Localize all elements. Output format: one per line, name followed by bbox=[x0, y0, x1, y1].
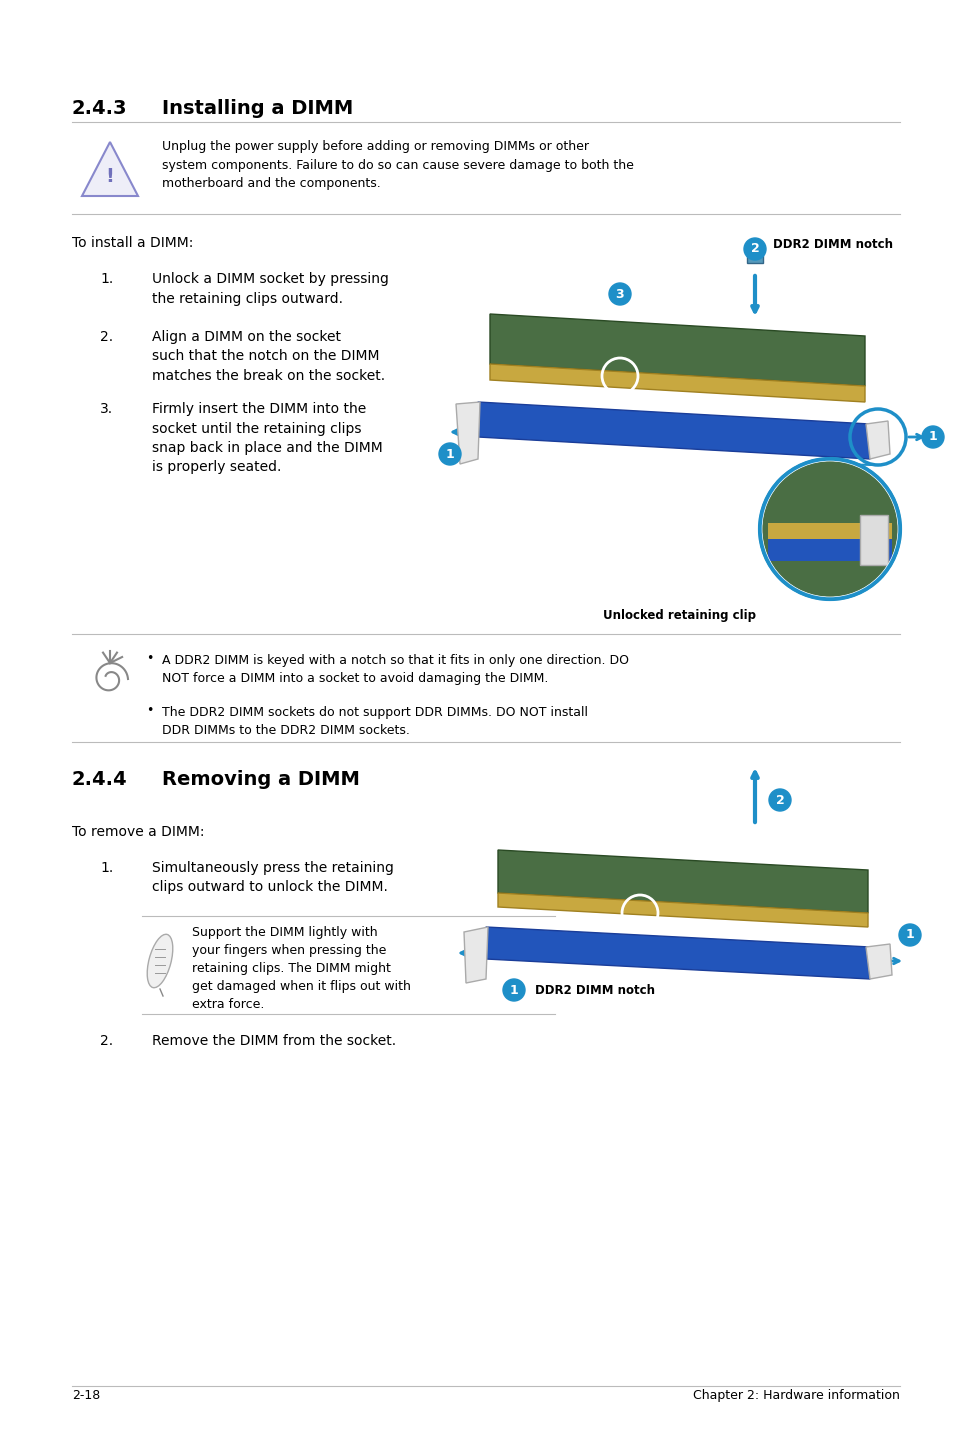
Text: To remove a DIMM:: To remove a DIMM: bbox=[71, 825, 204, 838]
Text: 1: 1 bbox=[927, 430, 937, 443]
Polygon shape bbox=[456, 403, 479, 464]
Text: 2.4.4: 2.4.4 bbox=[71, 769, 128, 789]
Circle shape bbox=[761, 462, 897, 597]
Circle shape bbox=[502, 979, 524, 1001]
Ellipse shape bbox=[147, 935, 172, 988]
Text: Unlocked retaining clip: Unlocked retaining clip bbox=[603, 610, 756, 623]
Text: Support the DIMM lightly with
your fingers when pressing the
retaining clips. Th: Support the DIMM lightly with your finge… bbox=[192, 926, 411, 1011]
Text: 1.: 1. bbox=[100, 861, 113, 874]
Polygon shape bbox=[477, 403, 869, 459]
Text: Unlock a DIMM socket by pressing
the retaining clips outward.: Unlock a DIMM socket by pressing the ret… bbox=[152, 272, 389, 305]
Text: Align a DIMM on the socket
such that the notch on the DIMM
matches the break on : Align a DIMM on the socket such that the… bbox=[152, 329, 385, 383]
Polygon shape bbox=[490, 313, 864, 385]
Text: Firmly insert the DIMM into the
socket until the retaining clips
snap back in pl: Firmly insert the DIMM into the socket u… bbox=[152, 403, 382, 475]
Text: 1: 1 bbox=[904, 929, 913, 942]
Polygon shape bbox=[485, 928, 869, 979]
Text: 1.: 1. bbox=[100, 272, 113, 286]
Polygon shape bbox=[490, 364, 864, 403]
Polygon shape bbox=[865, 943, 891, 979]
Polygon shape bbox=[497, 850, 867, 913]
Text: DDR2 DIMM notch: DDR2 DIMM notch bbox=[772, 239, 892, 252]
Text: 2.: 2. bbox=[100, 329, 113, 344]
Text: To install a DIMM:: To install a DIMM: bbox=[71, 236, 193, 250]
Circle shape bbox=[608, 283, 630, 305]
Text: Unplug the power supply before adding or removing DIMMs or other
system componen: Unplug the power supply before adding or… bbox=[162, 139, 633, 190]
Bar bbox=[746, 255, 762, 263]
Bar bbox=[859, 515, 887, 565]
Text: 2.: 2. bbox=[100, 1034, 113, 1048]
Text: 3: 3 bbox=[615, 288, 623, 301]
Polygon shape bbox=[497, 893, 867, 928]
Polygon shape bbox=[463, 928, 488, 984]
Text: 2.4.3: 2.4.3 bbox=[71, 99, 128, 118]
Polygon shape bbox=[82, 142, 138, 196]
Text: 2: 2 bbox=[750, 243, 759, 256]
Circle shape bbox=[898, 925, 920, 946]
Bar bbox=[767, 523, 891, 539]
Text: 2-18: 2-18 bbox=[71, 1389, 100, 1402]
Text: Remove the DIMM from the socket.: Remove the DIMM from the socket. bbox=[152, 1034, 395, 1048]
Circle shape bbox=[768, 789, 790, 811]
Text: DDR2 DIMM notch: DDR2 DIMM notch bbox=[535, 984, 655, 997]
Bar bbox=[767, 539, 891, 561]
Text: Chapter 2: Hardware information: Chapter 2: Hardware information bbox=[693, 1389, 899, 1402]
Text: Removing a DIMM: Removing a DIMM bbox=[162, 769, 359, 789]
Text: •: • bbox=[146, 705, 153, 718]
Text: Simultaneously press the retaining
clips outward to unlock the DIMM.: Simultaneously press the retaining clips… bbox=[152, 861, 394, 894]
Circle shape bbox=[743, 239, 765, 260]
Circle shape bbox=[921, 426, 943, 449]
Text: 2: 2 bbox=[775, 794, 783, 807]
Text: 1: 1 bbox=[509, 984, 517, 997]
Text: Installing a DIMM: Installing a DIMM bbox=[162, 99, 353, 118]
Text: •: • bbox=[146, 651, 153, 664]
Text: A DDR2 DIMM is keyed with a notch so that it fits in only one direction. DO
NOT : A DDR2 DIMM is keyed with a notch so tha… bbox=[162, 654, 628, 684]
Text: 1: 1 bbox=[445, 447, 454, 460]
Text: !: ! bbox=[106, 167, 114, 186]
Text: The DDR2 DIMM sockets do not support DDR DIMMs. DO NOT install
DDR DIMMs to the : The DDR2 DIMM sockets do not support DDR… bbox=[162, 706, 587, 738]
Polygon shape bbox=[865, 421, 889, 459]
Text: 3.: 3. bbox=[100, 403, 113, 416]
Circle shape bbox=[438, 443, 460, 464]
